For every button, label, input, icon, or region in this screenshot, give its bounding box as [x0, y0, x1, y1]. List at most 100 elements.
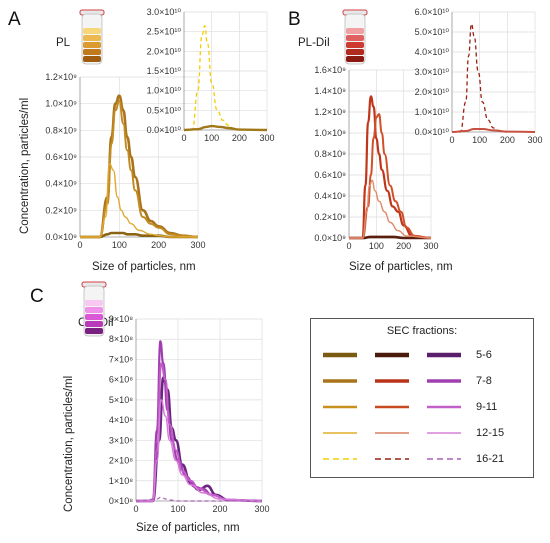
legend-label-9-11: 9-11 [476, 401, 498, 413]
ytick-label: 1.0×10⁹ [45, 99, 77, 109]
xtick-label: 200 [151, 240, 166, 250]
xtick-label: 300 [259, 133, 274, 143]
ytick-label: 1.2×10⁹ [314, 107, 346, 117]
tube-band [83, 56, 101, 62]
series-line-12-15 [80, 163, 198, 238]
plot-a: 0.0×10⁹ 0.2×10⁹ 0.4×10⁹ 0.6×10⁹ 0.8×10⁹ 1.0×1… [45, 72, 205, 250]
xtick-label: 200 [396, 241, 411, 251]
xtick-label: 200 [212, 504, 227, 514]
ytick-label: 3.0×10¹⁰ [147, 7, 182, 17]
xaxis-title-a: Size of particles, nm [92, 261, 196, 273]
xtick-label: 0 [346, 241, 351, 251]
tube-band [346, 49, 364, 55]
tube-icon-pl-dil [342, 9, 368, 65]
tube-band [346, 35, 364, 41]
ytick-label: 0.2×10⁹ [45, 205, 77, 215]
ytick-label: 5.0×10¹⁰ [415, 27, 450, 37]
xtick-label: 200 [232, 133, 247, 143]
tube-band [83, 42, 101, 48]
plot-b-inset: 0.0×10¹⁰ 1.0×10¹⁰ 2.0×10¹⁰ 3.0×10¹⁰ 4.0×10¹⁰… [415, 7, 543, 145]
tube-band [85, 321, 103, 327]
series-line-7-8 [348, 95, 432, 240]
xaxis-title-b: Size of particles, nm [349, 261, 453, 273]
ytick-label: 9×10⁸ [109, 314, 133, 324]
ytick-label: 8×10⁸ [109, 334, 133, 344]
legend-label-7-8: 7-8 [476, 375, 492, 387]
plot-c: 0×10⁸ 1×10⁸ 2×10⁸ 3×10⁸ 4×10⁸ 5×10⁸ 6×10⁸ 7×10⁸… [109, 314, 270, 514]
ytick-label: 0.0×10⁹ [45, 232, 77, 242]
ytick-label: 0.2×10⁹ [314, 212, 346, 222]
xtick-label: 0 [181, 133, 186, 143]
sample-label-pl: PL [56, 37, 71, 49]
series-line-16-21 [452, 23, 508, 133]
ytick-label: 1.2×10⁹ [45, 72, 77, 82]
ytick-label: 7×10⁸ [109, 354, 133, 364]
plot-a-inset: 0.0×10¹⁰ 0.5×10¹⁰ 1.0×10¹⁰ 1.5×10¹⁰ 2.0×10¹⁰… [147, 7, 275, 143]
series-line-9-11 [348, 113, 432, 240]
ytick-label: 0.6×10⁹ [45, 152, 77, 162]
ytick-label: 2×10⁸ [109, 456, 133, 466]
ytick-label: 1.4×10⁹ [314, 86, 346, 96]
ytick-label: 0.6×10⁹ [314, 170, 346, 180]
ytick-label: 1.0×10¹⁰ [415, 107, 450, 117]
series-line-16-21 [135, 496, 262, 502]
tube-band [346, 42, 364, 48]
tube-band [85, 328, 103, 334]
ytick-label: 6.0×10¹⁰ [415, 7, 450, 17]
xtick-label: 300 [190, 240, 205, 250]
xtick-label: 100 [472, 135, 487, 145]
panel-letter-a: A [8, 9, 21, 30]
ytick-label: 1×10⁸ [109, 476, 133, 486]
ytick-label: 4.0×10¹⁰ [415, 47, 450, 57]
ytick-label: 1.5×10¹⁰ [147, 66, 182, 76]
ytick-label: 2.0×10¹⁰ [147, 46, 182, 56]
ytick-label: 6×10⁸ [109, 375, 133, 385]
ytick-label: 0×10⁸ [109, 496, 133, 506]
ytick-label: 1.0×10⁹ [314, 128, 346, 138]
tube-band [83, 35, 101, 41]
ytick-label: 0.0×10¹⁰ [415, 127, 450, 137]
ytick-label: 3×10⁸ [109, 435, 133, 445]
ytick-label: 5×10⁸ [109, 395, 133, 405]
panel-letter-c: C [30, 286, 44, 307]
legend-label-5-6: 5-6 [476, 349, 492, 361]
xtick-label: 100 [170, 504, 185, 514]
tube-band [83, 49, 101, 55]
xtick-label: 0 [449, 135, 454, 145]
series-line-9-11 [135, 362, 263, 502]
legend-swatches [323, 352, 461, 460]
series-line-12-15 [135, 399, 263, 502]
xtick-label: 300 [527, 135, 542, 145]
ytick-label: 0.4×10⁹ [45, 179, 77, 189]
sample-label-pl-dil: PL-DiI [298, 37, 330, 49]
ytick-label: 0.0×10¹⁰ [147, 125, 182, 135]
xaxis-title-c: Size of particles, nm [136, 522, 240, 534]
ytick-label: 2.5×10¹⁰ [147, 27, 182, 37]
tube-icon-pl [79, 9, 105, 65]
xtick-label: 0 [133, 504, 138, 514]
legend-label-12-15: 12-15 [476, 427, 505, 439]
legend-label-16-21: 16-21 [476, 453, 505, 465]
ytick-label: 3.0×10¹⁰ [415, 67, 450, 77]
series-line-9-11 [80, 100, 199, 238]
series-line-5-15 [183, 124, 268, 132]
plot-b: 0.0×10⁹ 0.2×10⁹ 0.4×10⁹ 0.6×10⁹ 0.8×10⁹ 1.0×1… [314, 65, 438, 251]
tube-band [85, 314, 103, 320]
legend: SEC fractions: 5-6 7-8 9-11 12-15 16-21 [310, 318, 534, 478]
xtick-label: 300 [423, 241, 438, 251]
ytick-label: 0.8×10⁹ [45, 125, 77, 135]
tube-band [83, 28, 101, 34]
ytick-label: 0.0×10⁹ [314, 233, 346, 243]
series-line-5-15 [451, 127, 536, 133]
ytick-label: 2.0×10¹⁰ [415, 87, 450, 97]
ytick-label: 0.4×10⁹ [314, 191, 346, 201]
ytick-label: 4×10⁸ [109, 415, 133, 425]
tube-band [85, 300, 103, 306]
ytick-label: 0.5×10¹⁰ [147, 105, 182, 115]
xtick-label: 0 [77, 240, 82, 250]
legend-title: SEC fractions: [386, 325, 458, 337]
tube-band [346, 56, 364, 62]
series-line-7-8 [80, 94, 199, 239]
panel-letter-b: B [288, 9, 301, 30]
xtick-label: 200 [500, 135, 515, 145]
